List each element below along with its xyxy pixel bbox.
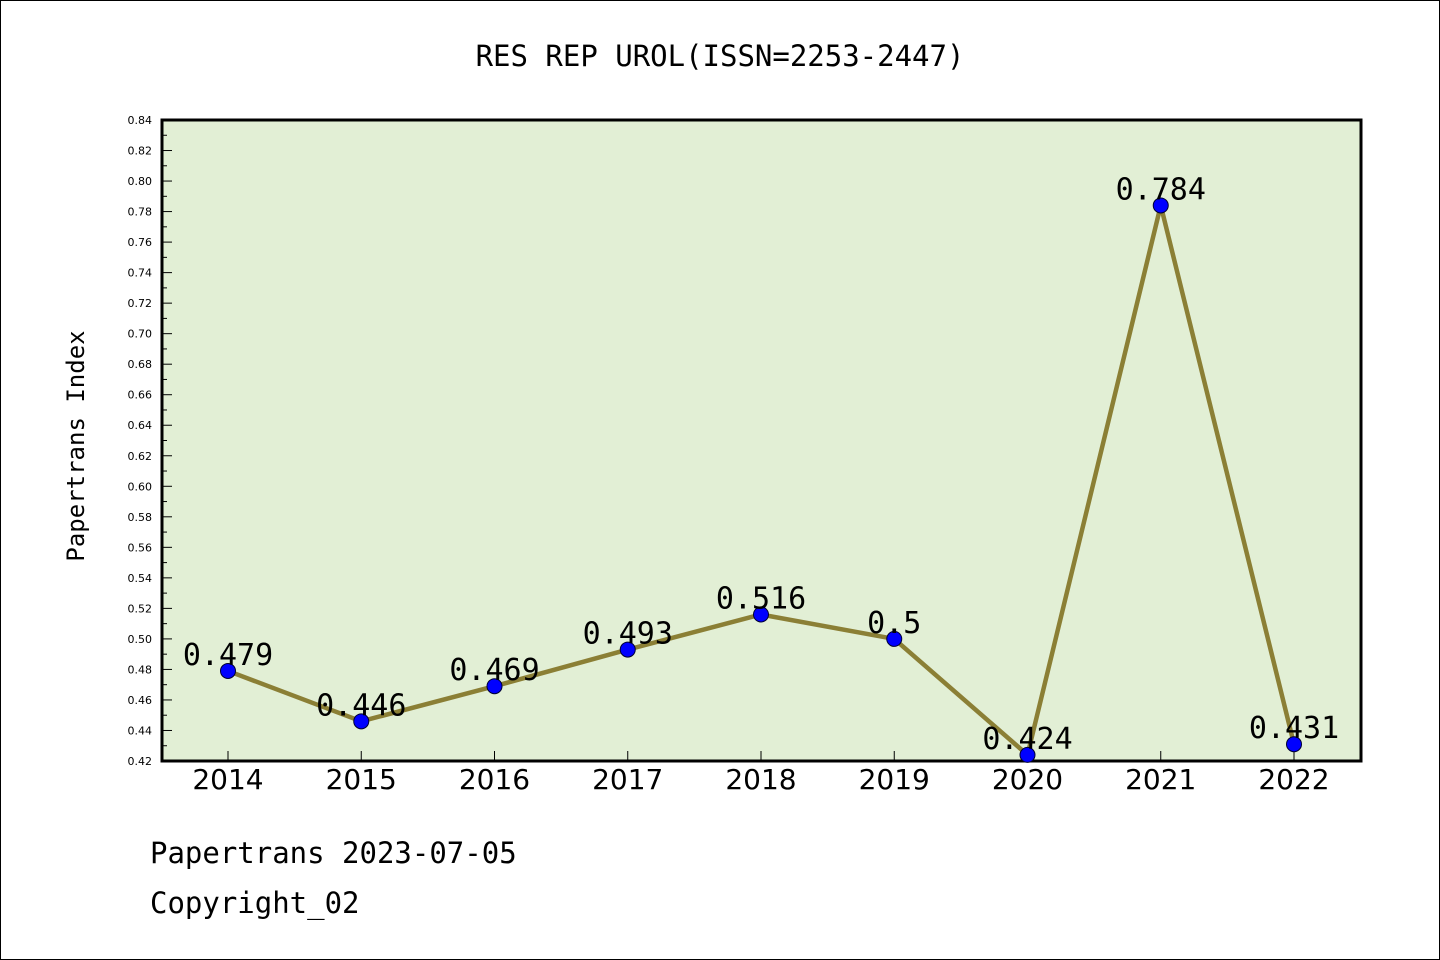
y-tick-label: 0.64	[128, 419, 153, 432]
data-point	[1152, 197, 1169, 214]
y-tick-label: 0.58	[128, 511, 153, 524]
y-tick-label: 0.82	[128, 145, 153, 158]
y-tick-label: 0.60	[128, 480, 153, 493]
x-tick-label: 2018	[725, 763, 796, 796]
x-tick-label: 2019	[859, 763, 930, 796]
data-point	[753, 606, 769, 623]
data-point	[1286, 736, 1302, 753]
data-point	[353, 713, 370, 730]
y-axis: 0.42 0.44 0.46 0.48 0.50 0.52 0.54 0.56 0.58 0.60…	[128, 114, 172, 768]
data-point	[886, 630, 903, 647]
data-label: 0.493	[583, 617, 673, 652]
data-label: 0.479	[183, 638, 273, 673]
series-points	[220, 197, 1302, 763]
data-label: 0.446	[316, 688, 406, 723]
x-tick-label: 2020	[992, 763, 1063, 796]
data-labels: 0.479 0.446 0.469 0.493 0.516 0.5 0.424 0.784 0.…	[183, 172, 1339, 756]
data-label: 0.431	[1249, 711, 1339, 746]
y-tick-label: 0.74	[128, 267, 153, 280]
y-axis-label: Papertrans Index	[62, 330, 90, 561]
y-tick-label: 0.66	[128, 389, 153, 402]
y-tick-label: 0.56	[128, 541, 153, 554]
y-tick-label: 0.84	[128, 114, 153, 127]
y-tick-label: 0.78	[128, 206, 153, 219]
x-tick-label: 2022	[1258, 763, 1329, 796]
data-point	[619, 641, 636, 658]
data-label: 0.784	[1116, 172, 1206, 207]
data-label: 0.516	[716, 581, 806, 616]
y-tick-label: 0.48	[128, 663, 153, 676]
data-point	[220, 662, 236, 679]
y-tick-label: 0.80	[128, 175, 153, 188]
y-tick-label: 0.46	[128, 694, 153, 707]
x-tick-label: 2015	[326, 763, 397, 796]
footer-date: Papertrans 2023-07-05	[150, 836, 517, 870]
y-tick-label: 0.62	[128, 450, 153, 463]
data-label: 0.5	[867, 606, 921, 641]
x-tick-label: 2021	[1125, 763, 1196, 796]
x-axis: 2014 2015 2016 2017 2018 2019 2020 2021 2022	[192, 751, 1330, 796]
data-label: 0.424	[982, 722, 1072, 757]
data-point	[1019, 746, 1036, 763]
y-tick-label: 0.44	[128, 724, 153, 737]
y-tick-label: 0.76	[128, 236, 153, 249]
chart-title: RES REP UROL(ISSN=2253-2447)	[476, 39, 965, 73]
x-tick-label: 2017	[592, 763, 663, 796]
y-tick-label: 0.42	[128, 755, 153, 768]
y-tick-label: 0.54	[128, 572, 153, 585]
y-tick-label: 0.68	[128, 358, 153, 371]
data-label: 0.469	[449, 653, 539, 688]
y-tick-label: 0.72	[128, 297, 153, 310]
y-tick-label: 0.70	[128, 328, 153, 341]
data-point	[486, 678, 503, 695]
footer-copyright: Copyright_02	[150, 886, 360, 920]
y-tick-label: 0.50	[128, 633, 153, 646]
x-tick-label: 2014	[192, 763, 263, 796]
x-tick-label: 2016	[459, 763, 530, 796]
y-tick-label: 0.52	[128, 602, 153, 615]
plot-area	[160, 118, 1363, 763]
